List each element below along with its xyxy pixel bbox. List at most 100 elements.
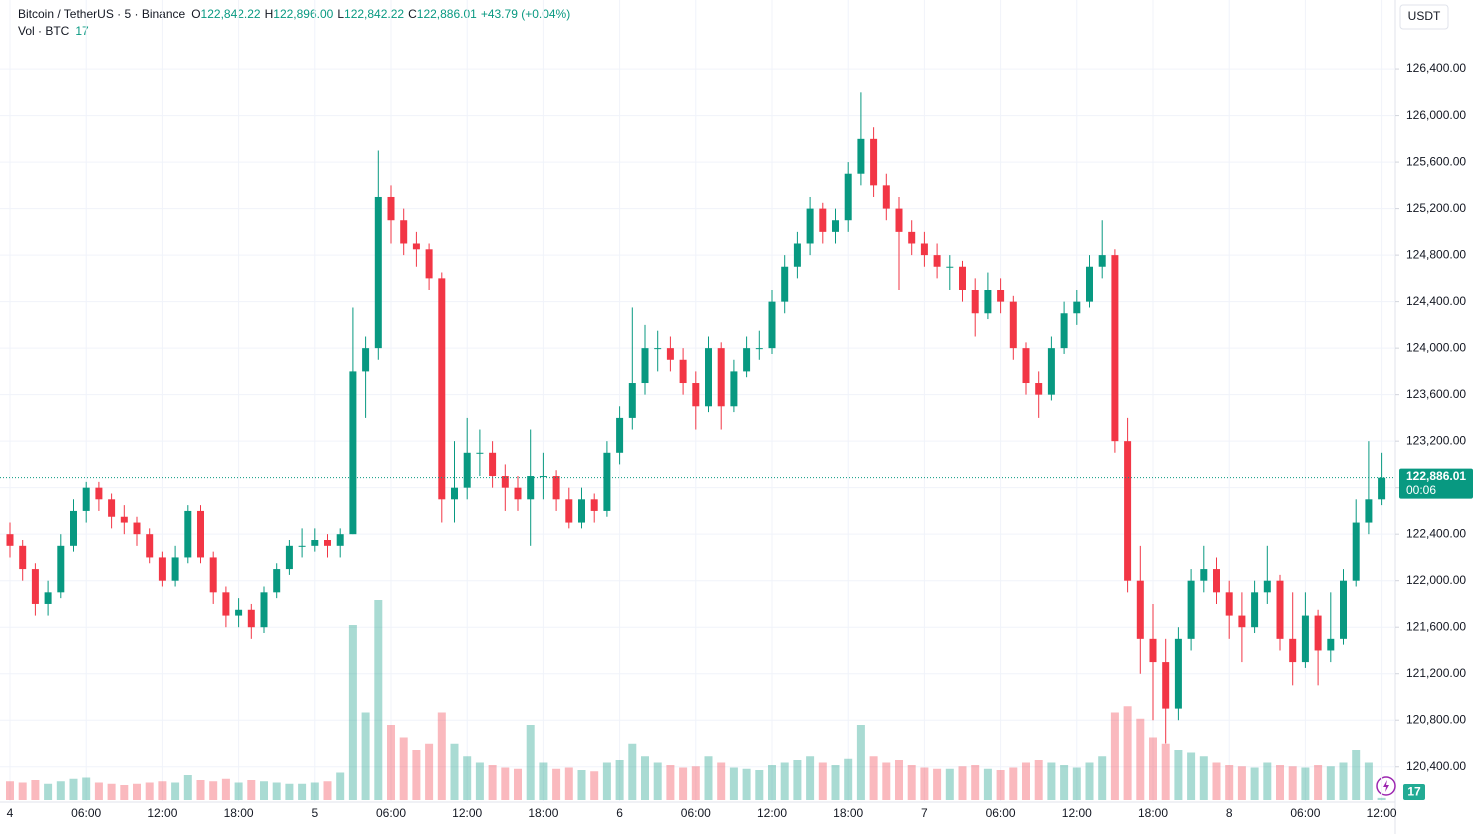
candle-body xyxy=(425,249,433,279)
x-tick-label: 18:00 xyxy=(224,806,254,820)
candle-body xyxy=(539,476,547,478)
volume-bar xyxy=(831,765,840,800)
volume-bar xyxy=(234,782,243,800)
y-tick-label: 122,400.00 xyxy=(1406,526,1466,540)
volume-bar xyxy=(602,762,611,800)
candle-body xyxy=(870,138,878,186)
volume-bar xyxy=(717,762,726,800)
candle-body xyxy=(717,348,725,407)
y-tick-label: 126,400.00 xyxy=(1406,61,1466,75)
candle-body xyxy=(273,569,281,593)
candle-body xyxy=(895,208,903,232)
x-tick-label: 12:00 xyxy=(757,806,787,820)
alert-bolt xyxy=(1383,780,1389,792)
candle-body xyxy=(781,266,789,302)
candle-body xyxy=(565,499,573,523)
volume-bar xyxy=(1225,765,1234,800)
volume-bar xyxy=(399,737,408,800)
candle-body xyxy=(44,592,52,604)
volume-bar xyxy=(653,762,662,800)
volume-bar xyxy=(1199,756,1208,800)
volume-bar xyxy=(806,756,815,800)
y-tick-label: 123,200.00 xyxy=(1406,433,1466,447)
y-tick-label: 121,600.00 xyxy=(1406,619,1466,633)
volume-bar xyxy=(196,780,205,800)
volume-bar xyxy=(1072,767,1081,800)
volume-bar xyxy=(780,762,789,800)
x-tick-label: 06:00 xyxy=(986,806,1016,820)
candle-body xyxy=(832,220,839,232)
volume-bar xyxy=(69,778,78,800)
candle-body xyxy=(1111,255,1119,442)
volume-bar xyxy=(1276,765,1284,800)
candle-body xyxy=(1327,638,1335,651)
volume-bar xyxy=(94,782,103,800)
candle-body xyxy=(578,499,585,523)
volume-bar xyxy=(882,762,891,800)
candle-body xyxy=(362,348,370,372)
candle-body xyxy=(57,545,65,593)
l-value: 122,842.22 xyxy=(344,7,404,21)
candle-body xyxy=(1187,580,1195,639)
candle-body xyxy=(730,371,738,407)
candle-body xyxy=(31,569,39,604)
volume-bar xyxy=(1237,766,1246,800)
volume-bar xyxy=(1314,765,1323,800)
volume-bar xyxy=(907,765,916,800)
volume-bar xyxy=(374,600,383,800)
volume-bar xyxy=(920,767,929,800)
volume-bar xyxy=(641,756,649,800)
volume-bar xyxy=(31,780,40,800)
candle-body xyxy=(146,534,154,558)
candle-body xyxy=(527,476,535,500)
volume-bar xyxy=(679,767,688,800)
last-price-label: 122,886.01 xyxy=(1406,469,1466,483)
volume-bar xyxy=(6,781,14,800)
candle-body xyxy=(285,545,293,570)
candle-body xyxy=(1251,592,1259,628)
last-price-tag xyxy=(1399,468,1473,499)
volume-bar xyxy=(615,760,624,800)
volume-bar xyxy=(133,783,141,800)
candle-body xyxy=(374,196,382,349)
candle-body xyxy=(82,487,90,511)
candle-body xyxy=(959,266,966,290)
volume-bar xyxy=(704,756,713,800)
volume-bar xyxy=(488,765,497,800)
volume-bar xyxy=(793,760,802,800)
l-label: L xyxy=(337,7,344,21)
candle-body xyxy=(120,516,128,523)
candle-body xyxy=(641,348,649,384)
volume-bar xyxy=(818,762,827,800)
candle-body xyxy=(984,290,992,314)
currency-button[interactable] xyxy=(1399,4,1449,30)
volume-tag-text: 17 xyxy=(1407,785,1421,799)
countdown: 00:06 xyxy=(1406,483,1436,497)
o-label: O xyxy=(191,7,200,21)
candle-body xyxy=(463,452,471,488)
volume-bar xyxy=(628,743,637,800)
candle-body xyxy=(1086,266,1093,302)
candle-body xyxy=(1301,615,1309,663)
x-tick-label: 8 xyxy=(1226,806,1233,820)
y-tick-label: 125,200.00 xyxy=(1406,201,1466,215)
candle-body xyxy=(70,510,77,546)
volume-bar xyxy=(1110,712,1119,800)
volume-bar xyxy=(539,762,548,800)
volume-bar xyxy=(1250,767,1259,800)
candle-body xyxy=(1340,580,1347,639)
candle-body xyxy=(19,545,27,570)
volume-bar xyxy=(361,712,370,800)
candle-body xyxy=(1378,477,1386,500)
currency[interactable]: USDT xyxy=(1408,9,1441,23)
volume-bar xyxy=(171,782,180,800)
volume-bar xyxy=(1339,762,1348,800)
volume-bar xyxy=(209,781,218,800)
volume-bar xyxy=(1377,797,1386,800)
candle-body xyxy=(222,592,230,616)
candle-body xyxy=(158,557,166,581)
volume-bar xyxy=(1301,767,1310,800)
candle-body xyxy=(692,383,700,407)
volume-bar xyxy=(1085,762,1094,800)
volume-bar xyxy=(755,770,764,800)
